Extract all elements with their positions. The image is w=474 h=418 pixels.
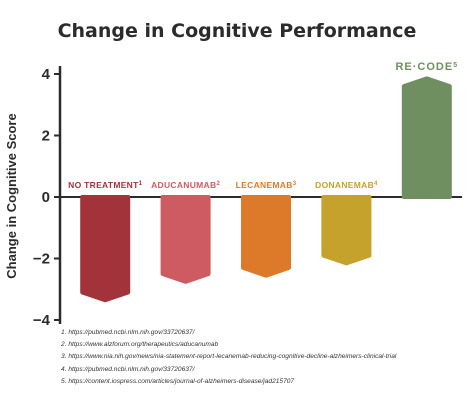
chart-title: Change in Cognitive Performance — [58, 20, 417, 42]
bars — [80, 76, 452, 303]
y-tick-label: 4 — [42, 66, 51, 83]
bar-label: LECANEMAB3 — [236, 180, 297, 190]
bar — [241, 195, 291, 278]
y-tick-label: 0 — [42, 189, 50, 206]
bar — [401, 76, 452, 199]
reference-item: 4. https://pubmed.ncbi.nlm.nih.gov/33720… — [61, 365, 195, 373]
bar — [160, 195, 211, 284]
reference-item: 5. https://content.iospress.com/articles… — [61, 377, 295, 385]
bar-label: RE·CODE5 — [395, 61, 458, 73]
bar-labels: NO TREATMENT1 ADUCANUMAB2 LECANEMAB3 DONANE… — [68, 61, 458, 190]
y-tick-label: −2 — [33, 251, 50, 268]
references-list: 1. https://pubmed.ncbi.nlm.nih.gov/33720… — [61, 327, 471, 388]
bar-label: DONANEMAB4 — [315, 180, 378, 190]
reference-item: 3. https://www.nia.nih.gov/news/nia-stat… — [61, 353, 397, 361]
bar-label: NO TREATMENT1 — [68, 180, 143, 190]
y-axis-label: Change in Cognitive Score — [4, 113, 19, 278]
bar — [80, 195, 131, 303]
y-tick-label: 2 — [42, 128, 50, 145]
y-tick-label: −4 — [33, 312, 51, 329]
bar — [321, 195, 372, 266]
bar-label: ADUCANUMAB2 — [151, 180, 220, 190]
reference-item: 1. https://pubmed.ncbi.nlm.nih.gov/33720… — [61, 329, 195, 336]
reference-item: 2. https://www.alzforum.org/therapeutics… — [61, 341, 219, 349]
